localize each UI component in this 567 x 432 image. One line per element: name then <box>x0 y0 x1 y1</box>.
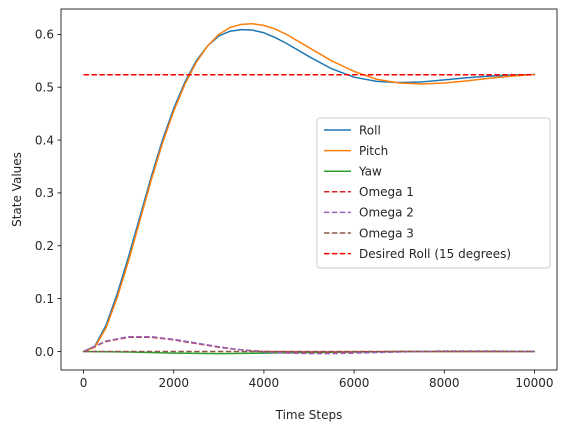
legend-label-3: Omega 1 <box>359 185 414 199</box>
legend-label-2: Yaw <box>358 165 382 179</box>
legend-label-6: Desired Roll (15 degrees) <box>359 247 511 261</box>
legend-label-1: Pitch <box>359 144 388 158</box>
y-tick-label: 0.5 <box>35 81 54 95</box>
x-tick-label: 10000 <box>515 376 553 390</box>
x-tick-label: 2000 <box>158 376 189 390</box>
x-tick-label: 8000 <box>429 376 460 390</box>
y-tick-label: 0.4 <box>35 133 54 147</box>
y-axis: 0.0 0.1 0.2 0.3 0.4 0.5 0.6 <box>35 28 61 359</box>
y-tick-label: 0.3 <box>35 186 54 200</box>
y-axis-label: State Values <box>10 152 24 227</box>
y-tick-label: 0.2 <box>35 239 54 253</box>
x-axis-label: Time Steps <box>275 408 343 422</box>
y-tick-label: 0.6 <box>35 28 54 42</box>
x-tick-label: 4000 <box>249 376 280 390</box>
x-axis: 0 2000 4000 6000 8000 10000 <box>80 370 554 390</box>
legend-box <box>317 118 550 268</box>
legend-label-5: Omega 3 <box>359 226 414 240</box>
x-tick-label: 0 <box>80 376 88 390</box>
legend: Roll Pitch Yaw Omega 1 Omega 2 Omega 3 Desired… <box>317 118 550 268</box>
x-tick-label: 6000 <box>339 376 370 390</box>
y-tick-label: 0.1 <box>35 292 54 306</box>
legend-label-0: Roll <box>359 123 381 137</box>
legend-label-4: Omega 2 <box>359 206 414 220</box>
y-tick-label: 0.0 <box>35 345 54 359</box>
series-line-3 <box>84 337 535 352</box>
